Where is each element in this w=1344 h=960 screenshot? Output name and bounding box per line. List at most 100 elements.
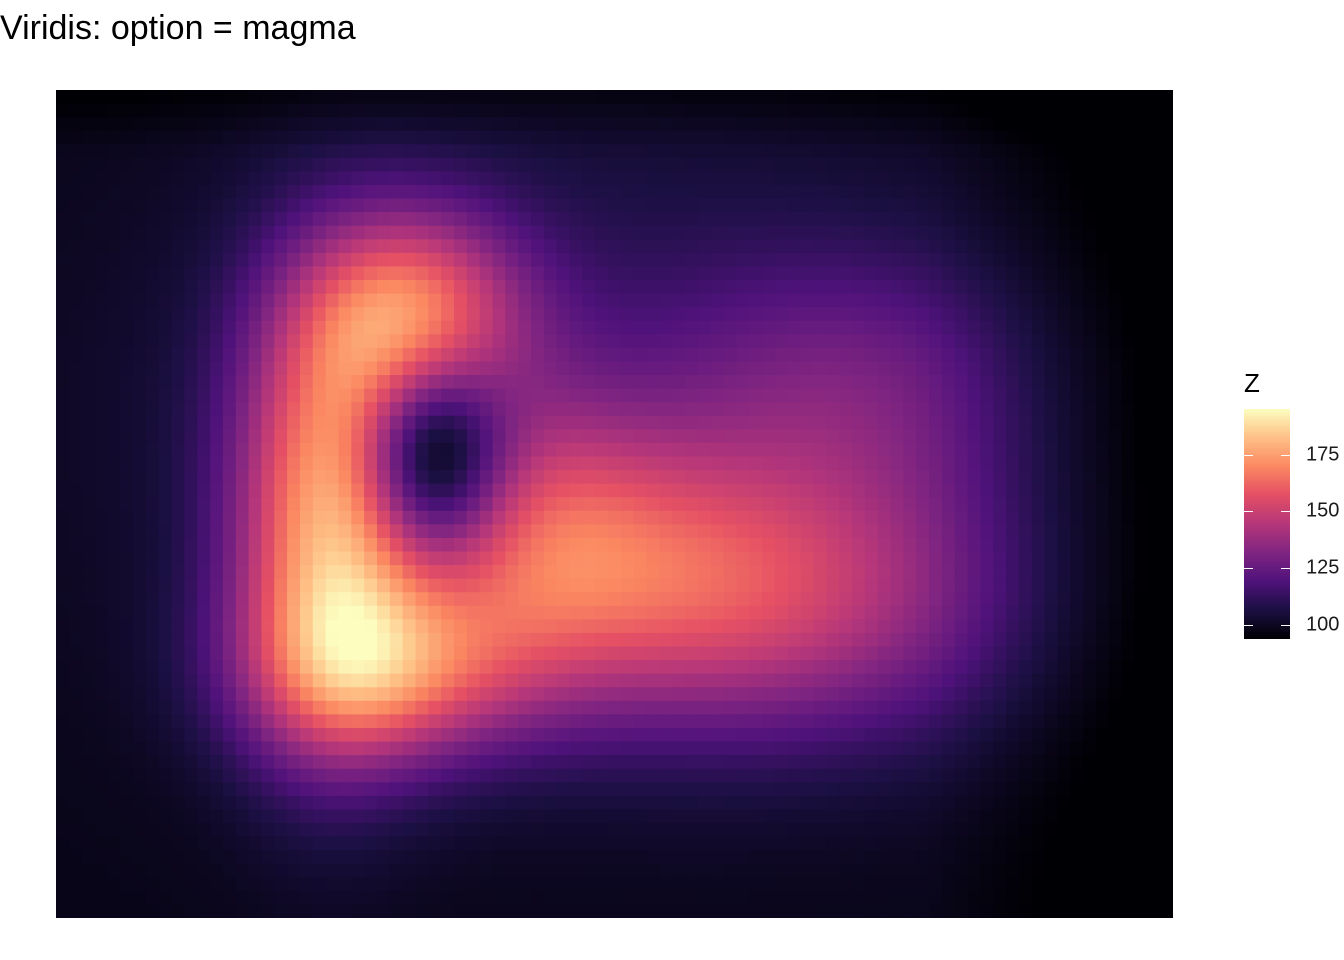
heatmap-cell: [287, 592, 301, 607]
heatmap-cell: [389, 415, 404, 430]
heatmap-cell: [633, 673, 648, 688]
heatmap-cell: [312, 592, 327, 607]
heatmap-cell: [659, 266, 673, 281]
heatmap-cell: [672, 537, 686, 553]
heatmap-cell: [376, 795, 391, 811]
heatmap-cell: [338, 212, 352, 227]
heatmap-cell: [916, 198, 930, 213]
heatmap-cell: [864, 185, 879, 200]
heatmap-cell: [749, 524, 763, 539]
heatmap-cell: [376, 714, 391, 729]
heatmap-cell: [454, 850, 468, 865]
heatmap-cell: [1160, 117, 1173, 132]
heatmap-cell: [120, 239, 134, 254]
heatmap-cell: [1031, 90, 1046, 105]
heatmap-cell: [274, 429, 288, 444]
heatmap-cell: [710, 266, 725, 281]
heatmap-cell: [608, 347, 622, 363]
heatmap-cell: [197, 822, 211, 838]
heatmap-cell: [685, 320, 699, 335]
heatmap-cell: [120, 809, 134, 824]
heatmap-cell: [774, 809, 789, 824]
heatmap-cell: [133, 632, 147, 648]
heatmap-cell: [890, 198, 904, 213]
heatmap-cell: [941, 497, 956, 512]
heatmap-cell: [826, 198, 840, 213]
heatmap-cell: [184, 415, 198, 430]
heatmap-cell: [646, 388, 661, 403]
heatmap-cell: [364, 537, 378, 553]
heatmap-cell: [813, 470, 827, 485]
heatmap-cell: [749, 429, 763, 444]
heatmap-cell: [261, 280, 275, 295]
heatmap-cell: [261, 510, 275, 525]
heatmap-cell: [697, 605, 712, 620]
heatmap-cell: [1018, 429, 1033, 444]
heatmap-cell: [133, 171, 147, 186]
heatmap-cell: [762, 361, 776, 376]
heatmap-cell: [1057, 524, 1071, 539]
heatmap-cell: [1070, 320, 1084, 335]
heatmap-cell: [299, 537, 314, 553]
heatmap-cell: [454, 755, 468, 770]
heatmap-cell: [415, 551, 429, 566]
heatmap-cell: [1095, 212, 1110, 227]
heatmap-cell: [1018, 483, 1033, 498]
heatmap-cell: [608, 171, 622, 186]
heatmap-cell: [376, 850, 391, 865]
heatmap-cell: [222, 714, 237, 729]
heatmap-cell: [415, 809, 429, 824]
heatmap-cell: [120, 632, 134, 648]
heatmap-cell: [518, 565, 532, 580]
heatmap-cell: [1160, 239, 1173, 254]
heatmap-cell: [1160, 537, 1173, 553]
heatmap-cell: [1134, 334, 1148, 349]
heatmap-cell: [492, 320, 506, 335]
heatmap-cell: [94, 171, 108, 186]
heatmap-cell: [839, 700, 853, 715]
heatmap-cell: [916, 510, 930, 525]
heatmap-cell: [402, 157, 417, 173]
heatmap-cell: [120, 741, 134, 756]
heatmap-cell: [312, 456, 327, 471]
heatmap-cell: [774, 117, 789, 132]
heatmap-cell: [402, 592, 417, 607]
heatmap-cell: [864, 551, 879, 566]
heatmap-cell: [466, 375, 481, 390]
heatmap-cell: [762, 822, 776, 838]
heatmap-cell: [1057, 768, 1071, 783]
heatmap-cell: [800, 592, 815, 607]
heatmap-cell: [287, 212, 301, 227]
heatmap-cell: [1083, 700, 1097, 715]
heatmap-cell: [94, 619, 108, 634]
heatmap-cell: [1057, 103, 1071, 118]
heatmap-cell: [723, 130, 738, 145]
heatmap-cell: [325, 212, 340, 227]
heatmap-cell: [980, 822, 994, 838]
heatmap-cell: [672, 809, 686, 824]
heatmap-cell: [543, 198, 558, 213]
heatmap-cell: [954, 632, 969, 648]
heatmap-cell: [210, 687, 224, 702]
heatmap-cell: [376, 266, 391, 281]
heatmap-cell: [826, 402, 840, 417]
heatmap-cell: [890, 755, 904, 770]
heatmap-cell: [595, 727, 609, 743]
heatmap-cell: [505, 144, 519, 159]
heatmap-cell: [1057, 375, 1071, 390]
heatmap-cell: [826, 293, 840, 308]
heatmap-cell: [428, 782, 442, 797]
heatmap-cell: [428, 510, 442, 525]
heatmap-cell: [428, 578, 442, 593]
heatmap-cell: [929, 795, 943, 811]
heatmap-cell: [1044, 442, 1059, 458]
heatmap-cell: [1108, 741, 1123, 756]
heatmap-cell: [210, 117, 224, 132]
heatmap-cell: [287, 415, 301, 430]
heatmap-cell: [68, 442, 83, 458]
heatmap-cell: [1044, 795, 1059, 811]
heatmap-cell: [145, 429, 160, 444]
heatmap-cell: [697, 361, 712, 376]
heatmap-cell: [582, 537, 596, 553]
heatmap-cell: [158, 565, 173, 580]
